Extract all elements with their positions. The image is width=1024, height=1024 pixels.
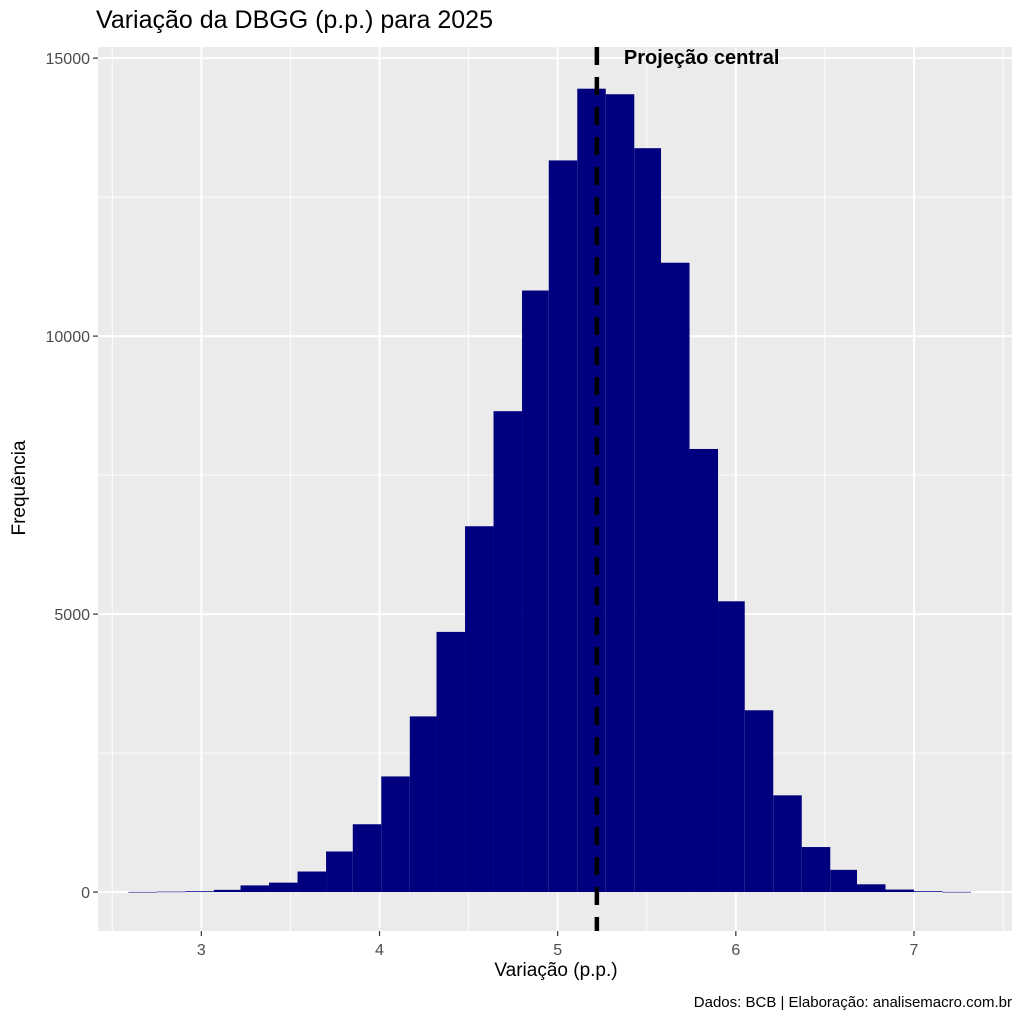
reference-line-label: Projeção central xyxy=(624,47,780,69)
x-tick-label: 5 xyxy=(553,942,562,959)
histogram-bar xyxy=(856,884,886,893)
histogram-bar xyxy=(634,148,662,893)
y-tick-label: 10000 xyxy=(46,329,91,346)
histogram-bar xyxy=(409,716,437,893)
y-tick-label: 0 xyxy=(81,885,90,902)
histogram-bar xyxy=(156,891,186,893)
y-tick-label: 5000 xyxy=(54,607,90,624)
histogram-bar xyxy=(942,891,972,893)
histogram-bar xyxy=(830,869,857,893)
x-tick-label: 3 xyxy=(197,942,206,959)
histogram-bar xyxy=(885,889,915,893)
x-tick-label: 4 xyxy=(375,942,384,959)
histogram-bar xyxy=(689,448,719,893)
reference-line-group: Projeção central xyxy=(594,47,780,931)
histogram-bar xyxy=(465,526,494,893)
histogram-bar xyxy=(718,601,745,893)
histogram-bar xyxy=(773,795,802,893)
histogram-bars xyxy=(128,88,972,893)
histogram-bar xyxy=(381,776,410,893)
histogram-bar xyxy=(213,889,241,893)
y-tick-label: 15000 xyxy=(46,51,91,68)
histogram-bar xyxy=(605,94,635,893)
histogram-bar xyxy=(240,885,270,893)
x-tick-label: 7 xyxy=(910,942,919,959)
x-axis-title: Variação (p.p.) xyxy=(494,960,618,981)
chart-title: Variação da DBGG (p.p.) para 2025 xyxy=(96,6,493,34)
x-tick-label: 6 xyxy=(731,942,740,959)
histogram-bar xyxy=(128,891,157,893)
y-axis: 0 5000 10000 15000 xyxy=(46,51,98,902)
histogram-bar xyxy=(352,824,382,893)
histogram-bar xyxy=(744,710,774,893)
histogram-bar xyxy=(548,160,578,893)
histogram-bar xyxy=(661,262,690,893)
histogram-bar xyxy=(493,411,523,893)
histogram-bar xyxy=(436,631,466,893)
histogram-bar xyxy=(577,88,606,893)
x-axis: 3 4 5 6 7 xyxy=(197,931,919,959)
histogram-bar xyxy=(185,891,214,893)
histogram-bar xyxy=(326,851,353,893)
histogram-bar xyxy=(801,847,831,893)
histogram-bar xyxy=(914,891,943,893)
chart-caption: Dados: BCB | Elaboração: analisemacro.co… xyxy=(693,994,1012,1011)
histogram-bar xyxy=(522,290,549,893)
histogram-bar xyxy=(297,871,327,893)
histogram-bar xyxy=(269,882,298,893)
